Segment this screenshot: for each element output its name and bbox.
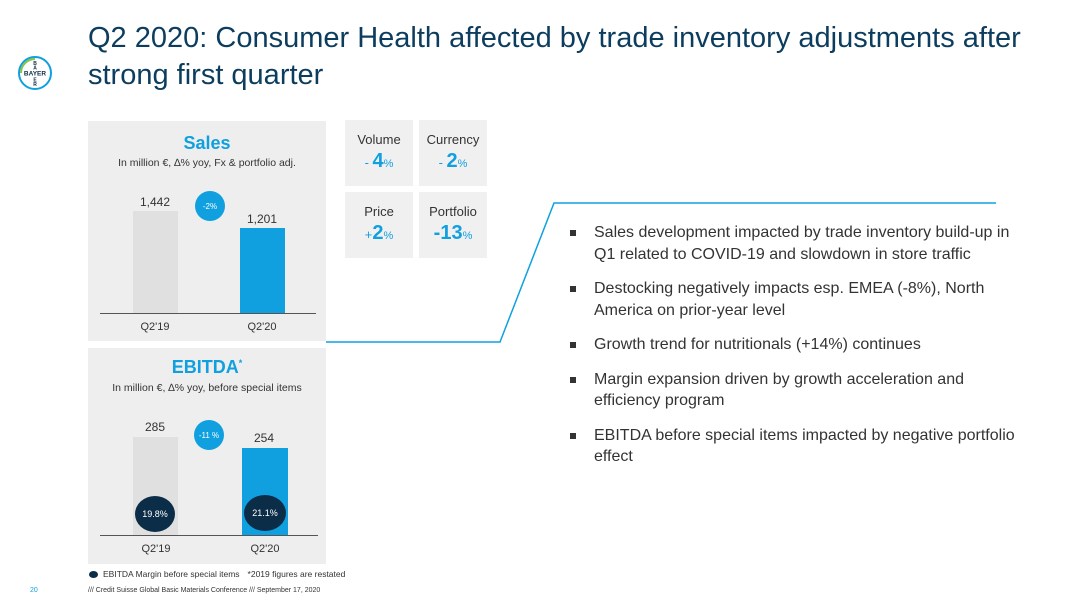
portfolio-tile: Portfolio -13% [419,192,487,258]
restated-note: *2019 figures are restated [247,569,346,579]
bullet-square-icon [570,286,576,292]
bullet-square-icon [570,432,576,439]
bullet-item: EBITDA before special items impacted by … [568,425,1018,468]
bullet-item: Sales development impacted by trade inve… [568,222,1018,265]
footer-text: /// Credit Suisse Global Basic Materials… [88,587,321,594]
ebitda-title-wrap: EBITDA* [88,357,326,378]
bullet-square-icon [570,230,576,236]
volume-value: - 4% [345,150,413,173]
portfolio-number: -13 [433,222,463,244]
bullet-item: Growth trend for nutritionals (+14%) con… [568,334,1018,356]
ebitda-title: EBITDA [171,357,239,377]
ebitda-title-mark: * [238,358,243,368]
currency-value: - 2% [419,150,487,173]
sales-label-q220: Q2'20 [247,321,277,333]
ebitda-baseline [100,535,318,536]
ebitda-panel: EBITDA* In million €, ∆% yoy, before spe… [88,348,326,564]
ebitda-subtitle: In million €, ∆% yoy, before special ite… [112,382,302,394]
bullet-text: Growth trend for nutritionals (+14%) con… [594,336,921,353]
bullet-list: Sales development impacted by trade inve… [568,222,1018,481]
ebitda-margin-q220: 21.1% [244,495,286,531]
bayer-logo: BAYER B A E R [18,56,52,90]
price-unit: % [383,230,394,242]
margin-dot-icon [89,570,98,578]
page-number: 20 [30,587,38,594]
currency-unit: % [457,158,468,170]
currency-label: Currency [426,132,480,147]
sales-subtitle: In million €, ∆% yoy, Fx & portfolio adj… [118,157,296,169]
bullet-item: Destocking negatively impacts esp. EMEA … [568,278,1018,321]
price-number: 2 [372,222,384,244]
svg-text:B: B [33,61,37,67]
sales-baseline [100,313,316,314]
slide-title: Q2 2020: Consumer Health affected by tra… [88,22,1021,91]
bullet-text: EBITDA before special items impacted by … [594,426,1015,466]
volume-unit: % [383,158,394,170]
bullet-square-icon [570,376,576,383]
svg-text:R: R [33,82,37,88]
svg-text:BAYER: BAYER [24,71,46,78]
price-value: +2% [345,222,413,245]
sales-label-q219: Q2'19 [140,321,170,333]
bullet-text: Destocking negatively impacts esp. EMEA … [594,280,985,319]
bullet-text: Sales development impacted by trade inve… [594,224,1010,263]
price-tile: Price +2% [345,192,413,258]
volume-sign: - [364,155,373,170]
price-sign: + [364,227,373,242]
ebitda-label-q220: Q2'20 [250,543,280,555]
ebitda-margin-q219: 19.8% [135,496,175,532]
sales-bar-value-q220: 1,201 [246,212,278,226]
sales-bar-value-q219: 1,442 [139,195,171,209]
sales-bar-q220 [240,228,285,313]
volume-tile: Volume - 4% [345,120,413,186]
ebitda-change-badge: -11 % [194,420,224,450]
portfolio-unit: % [462,230,473,242]
legend-margin-label: EBITDA Margin before special items [103,569,240,579]
bullet-square-icon [570,342,576,348]
svg-text:E: E [33,78,37,84]
portfolio-value: -13% [419,222,487,245]
currency-tile: Currency - 2% [419,120,487,186]
sales-bar-q219 [133,211,178,313]
volume-number: 4 [372,150,384,172]
sales-change-badge: -2% [195,191,225,221]
currency-sign: - [438,155,447,170]
ebitda-bar-value-q219: 285 [144,420,166,434]
portfolio-label: Portfolio [429,204,477,219]
svg-text:A: A [33,66,37,72]
bullet-item: Margin expansion driven by growth accele… [568,369,1018,412]
sales-panel: Sales In million €, ∆% yoy, Fx & portfol… [88,121,326,341]
ebitda-label-q219: Q2'19 [141,543,171,555]
volume-label: Volume [357,132,401,147]
bullet-text: Margin expansion driven by growth accele… [594,370,964,410]
sales-title: Sales [183,133,231,153]
ebitda-bar-value-q220: 254 [253,431,275,445]
legend: EBITDA Margin before special items *2019… [89,569,345,579]
currency-number: 2 [446,150,458,172]
price-label: Price [364,204,394,219]
